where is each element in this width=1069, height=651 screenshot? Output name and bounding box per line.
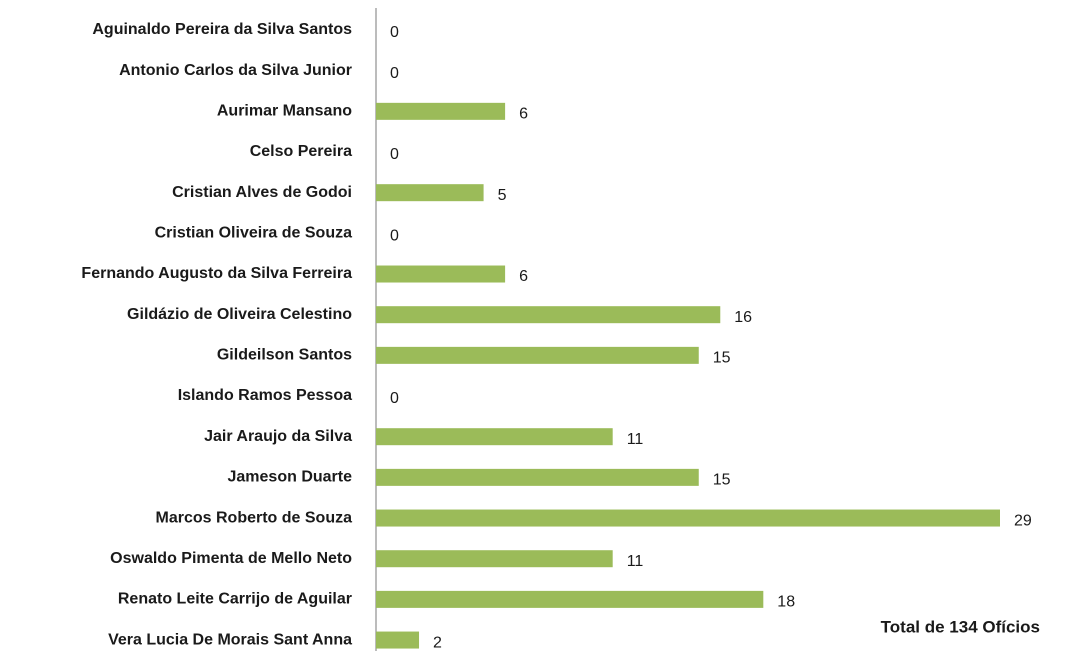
category-label: Cristian Oliveira de Souza [155,225,353,242]
value-label: 2 [433,634,442,651]
value-label: 5 [498,187,507,204]
value-label: 0 [390,390,399,407]
category-label: Cristian Alves de Godoi [172,184,352,201]
category-label: Aguinaldo Pereira da Silva Santos [92,21,352,38]
bar [376,184,484,202]
value-label: 18 [777,594,795,611]
bar [376,265,506,283]
bar [376,102,506,120]
category-label: Aurimar Mansano [217,103,352,120]
value-label: 15 [713,350,731,367]
value-label: 11 [627,431,644,448]
bar [376,509,1000,527]
category-label: Celso Pereira [250,143,352,160]
value-label: 0 [390,228,399,245]
value-label: 11 [627,553,644,570]
bar [376,346,699,364]
value-label: 6 [519,268,528,285]
bar [376,590,764,608]
bar [376,428,613,446]
category-label: Jair Araujo da Silva [204,428,352,445]
category-label: Islando Ramos Pessoa [178,387,352,404]
category-label: Gildázio de Oliveira Celestino [127,306,352,323]
value-label: 15 [713,472,731,489]
value-label: 16 [734,309,752,326]
value-label: 0 [390,146,399,163]
category-label: Antonio Carlos da Silva Junior [119,62,352,79]
category-label: Gildeilson Santos [217,347,352,364]
value-label: 0 [390,24,399,41]
category-label: Jameson Duarte [228,469,353,486]
bar [376,306,721,324]
bar [376,631,420,649]
category-label: Fernando Augusto da Silva Ferreira [81,265,352,282]
category-label: Renato Leite Carrijo de Aguilar [118,591,352,608]
category-label: Marcos Roberto de Souza [156,509,353,526]
category-label: Vera Lucia De Morais Sant Anna [108,631,352,648]
bar [376,468,699,486]
annotation: Total de 134 Ofícios [881,617,1040,636]
value-label: 29 [1014,512,1032,529]
category-label: Oswaldo Pimenta de Mello Neto [110,550,352,567]
value-label: 0 [390,65,399,82]
value-label: 6 [519,106,528,123]
bar [376,550,613,568]
